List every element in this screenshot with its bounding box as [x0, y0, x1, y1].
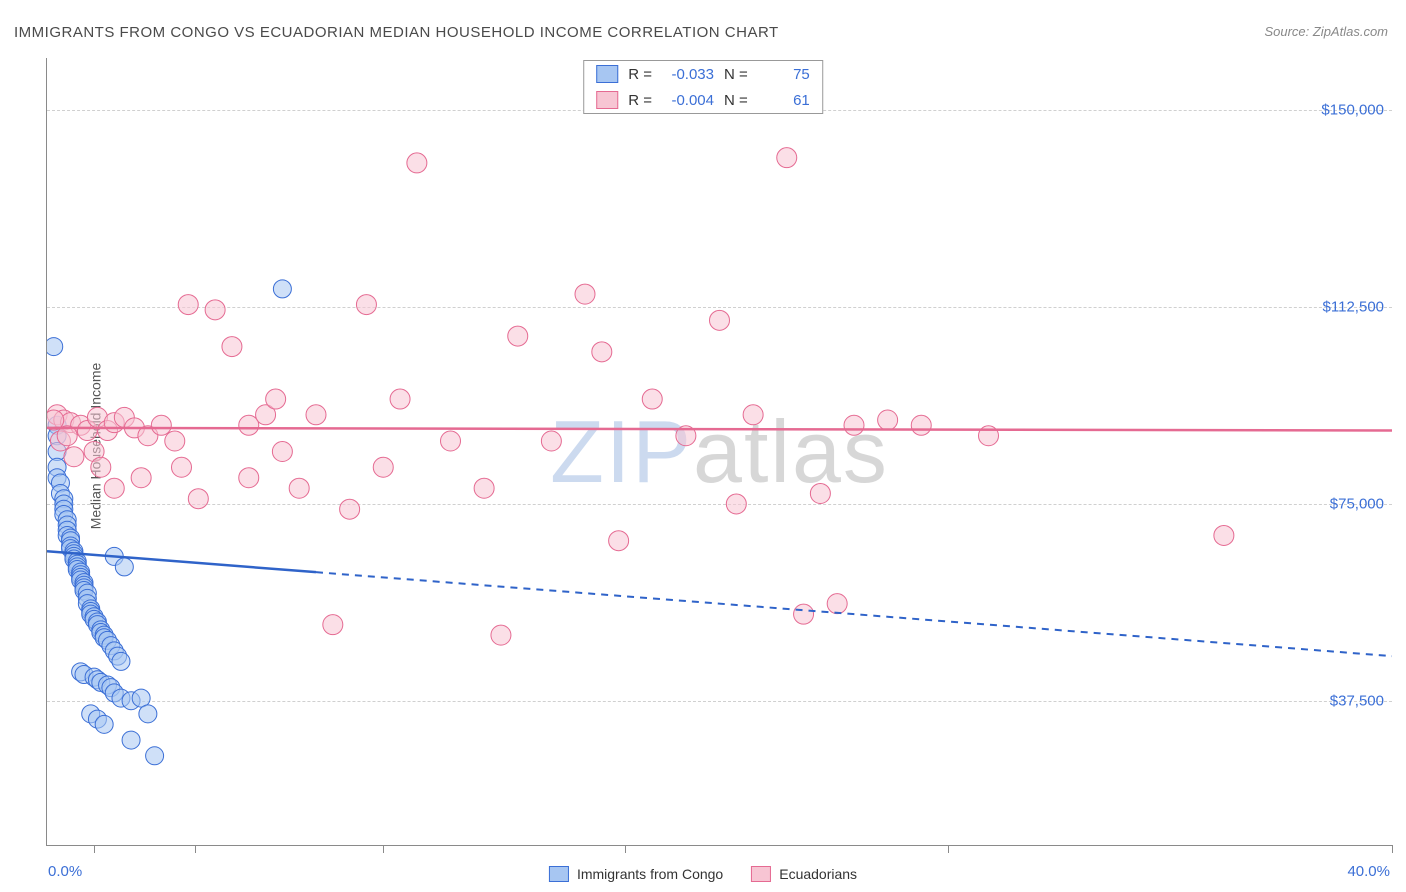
data-point-ecuadorians: [407, 153, 427, 173]
data-point-ecuadorians: [356, 295, 376, 315]
data-point-ecuadorians: [441, 431, 461, 451]
data-point-ecuadorians: [239, 468, 259, 488]
x-tick: [195, 845, 196, 853]
data-point-ecuadorians: [222, 337, 242, 357]
stat-r-congo: -0.033: [662, 66, 714, 83]
data-point-ecuadorians: [592, 342, 612, 362]
bottom-legend: Immigrants from Congo Ecuadorians: [549, 866, 857, 882]
legend-label-congo: Immigrants from Congo: [577, 866, 723, 882]
data-point-congo: [146, 747, 164, 765]
data-point-ecuadorians: [743, 405, 763, 425]
x-tick: [625, 845, 626, 853]
chart-title: IMMIGRANTS FROM CONGO VS ECUADORIAN MEDI…: [14, 24, 779, 41]
legend-label-ecuadorians: Ecuadorians: [779, 866, 857, 882]
data-point-congo: [95, 715, 113, 733]
stat-n-ecuadorians: 61: [758, 92, 810, 109]
legend-item-ecuadorians: Ecuadorians: [751, 866, 857, 882]
data-point-ecuadorians: [794, 604, 814, 624]
legend-swatch-ecuadorians: [751, 866, 771, 882]
data-point-congo: [273, 280, 291, 298]
data-point-ecuadorians: [541, 431, 561, 451]
stat-r-label: R =: [628, 66, 652, 83]
stat-n-label: N =: [724, 66, 748, 83]
data-point-ecuadorians: [911, 415, 931, 435]
x-axis-max-label: 40.0%: [1347, 863, 1390, 880]
legend-swatch-congo: [549, 866, 569, 882]
stat-r-ecuadorians: -0.004: [662, 92, 714, 109]
source-attribution: Source: ZipAtlas.com: [1264, 24, 1388, 39]
x-tick: [1392, 845, 1393, 853]
data-point-ecuadorians: [642, 389, 662, 409]
data-point-ecuadorians: [491, 625, 511, 645]
stats-row-ecuadorians: R = -0.004 N = 61: [584, 87, 822, 113]
data-point-congo: [47, 338, 63, 356]
data-point-ecuadorians: [323, 615, 343, 635]
data-point-ecuadorians: [205, 300, 225, 320]
data-point-ecuadorians: [91, 457, 111, 477]
data-point-congo: [122, 731, 140, 749]
data-point-ecuadorians: [104, 478, 124, 498]
x-tick: [383, 845, 384, 853]
data-point-ecuadorians: [710, 310, 730, 330]
data-point-ecuadorians: [777, 148, 797, 168]
x-tick: [948, 845, 949, 853]
data-point-ecuadorians: [726, 494, 746, 514]
data-point-ecuadorians: [844, 415, 864, 435]
data-point-ecuadorians: [172, 457, 192, 477]
data-point-ecuadorians: [827, 594, 847, 614]
data-point-ecuadorians: [1214, 525, 1234, 545]
stat-n-congo: 75: [758, 66, 810, 83]
stat-r-label: R =: [628, 92, 652, 109]
data-point-congo: [139, 705, 157, 723]
data-point-ecuadorians: [508, 326, 528, 346]
data-point-ecuadorians: [609, 531, 629, 551]
data-point-ecuadorians: [188, 489, 208, 509]
plot-area: ZIPatlas $37,500$75,000$112,500$150,000: [46, 58, 1392, 846]
data-point-congo: [115, 558, 133, 576]
swatch-congo: [596, 65, 618, 83]
stats-legend-box: R = -0.033 N = 75 R = -0.004 N = 61: [583, 60, 823, 114]
data-point-ecuadorians: [131, 468, 151, 488]
x-tick: [94, 845, 95, 853]
data-point-ecuadorians: [306, 405, 326, 425]
data-point-ecuadorians: [878, 410, 898, 430]
x-axis-min-label: 0.0%: [48, 863, 82, 880]
legend-item-congo: Immigrants from Congo: [549, 866, 723, 882]
data-point-ecuadorians: [64, 447, 84, 467]
data-point-ecuadorians: [810, 483, 830, 503]
swatch-ecuadorians: [596, 91, 618, 109]
stats-row-congo: R = -0.033 N = 75: [584, 61, 822, 87]
data-point-ecuadorians: [390, 389, 410, 409]
data-point-ecuadorians: [165, 431, 185, 451]
data-point-ecuadorians: [266, 389, 286, 409]
data-point-ecuadorians: [289, 478, 309, 498]
data-point-ecuadorians: [178, 295, 198, 315]
stat-n-label: N =: [724, 92, 748, 109]
plot-svg: [47, 58, 1392, 845]
data-point-ecuadorians: [151, 415, 171, 435]
data-point-ecuadorians: [474, 478, 494, 498]
data-point-ecuadorians: [575, 284, 595, 304]
data-point-ecuadorians: [373, 457, 393, 477]
data-point-congo: [112, 652, 130, 670]
correlation-chart: IMMIGRANTS FROM CONGO VS ECUADORIAN MEDI…: [0, 0, 1406, 892]
data-point-ecuadorians: [272, 442, 292, 462]
trend-line-dashed-congo: [316, 572, 1392, 656]
data-point-ecuadorians: [340, 499, 360, 519]
